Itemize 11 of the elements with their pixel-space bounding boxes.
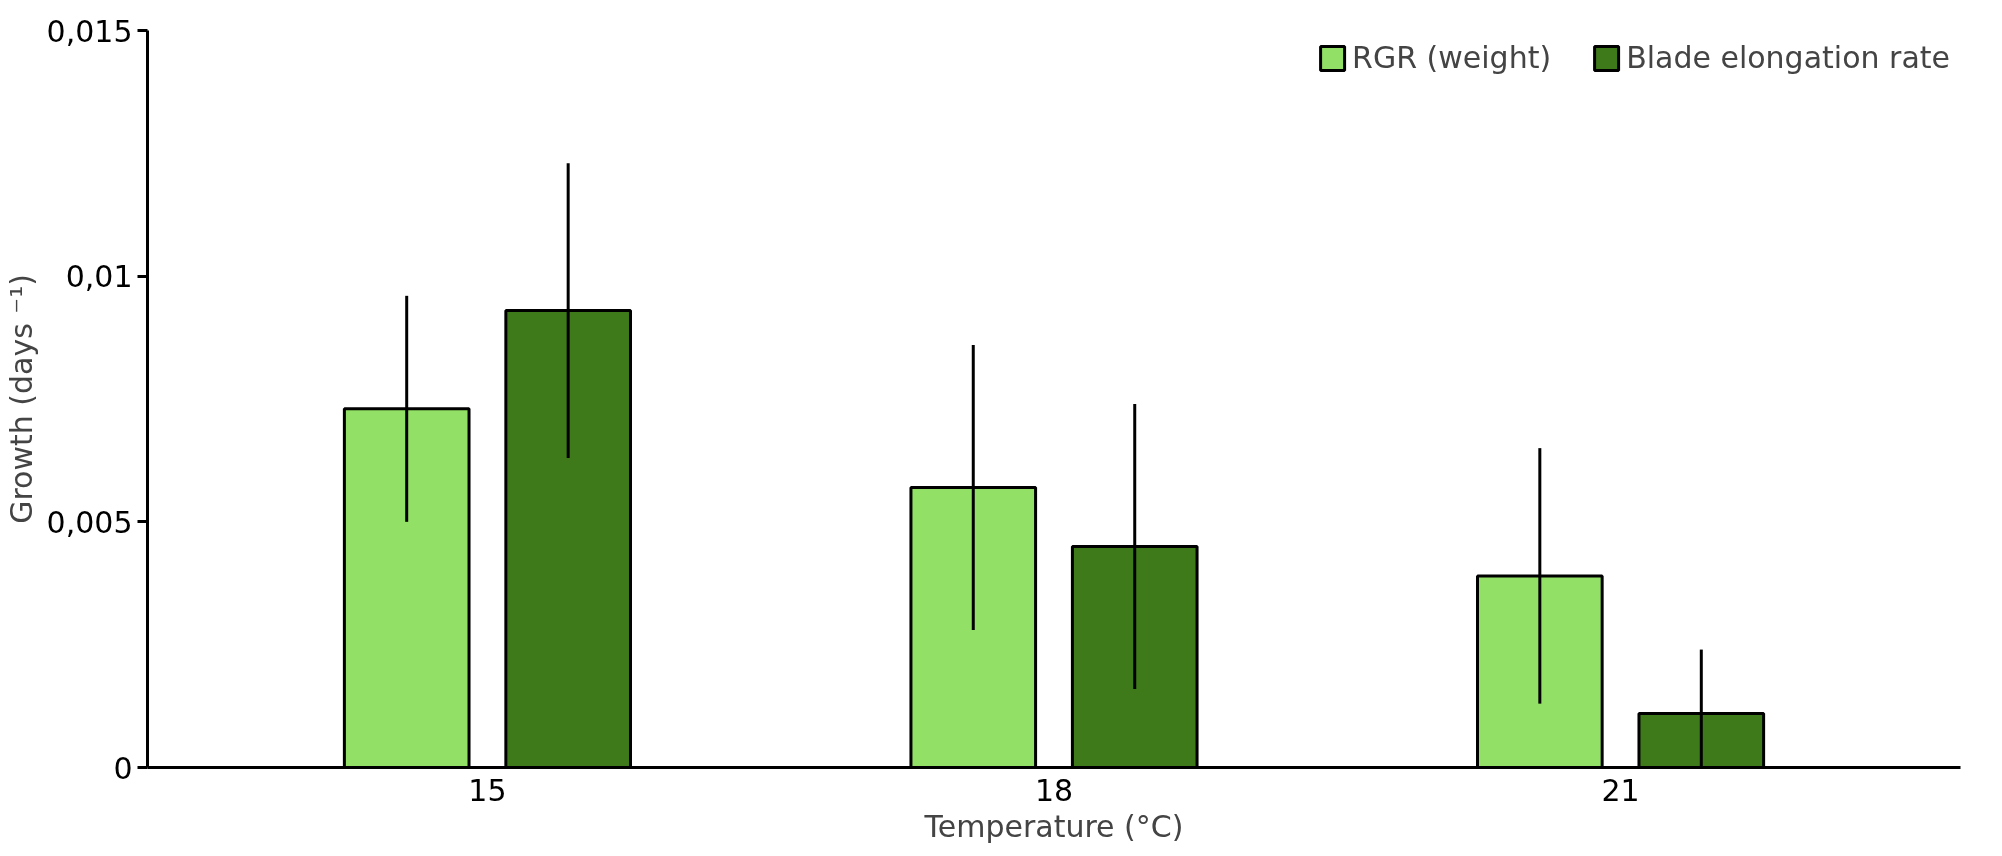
- legend-label: Blade elongation rate: [1626, 40, 1950, 75]
- y-axis-title: Growth (days ⁻¹): [3, 274, 39, 524]
- y-tick-label: 0,01: [65, 259, 133, 295]
- x-tick-label: 21: [1601, 772, 1640, 808]
- x-axis-title: Temperature (°C): [923, 808, 1184, 844]
- y-tick-label: 0: [113, 750, 133, 786]
- y-tick-label: 0,005: [46, 504, 133, 540]
- x-tick-label: 15: [468, 772, 507, 808]
- legend-label: RGR (weight): [1352, 40, 1552, 75]
- y-tick-label: 0,015: [46, 13, 133, 49]
- x-tick-label: 18: [1034, 772, 1074, 808]
